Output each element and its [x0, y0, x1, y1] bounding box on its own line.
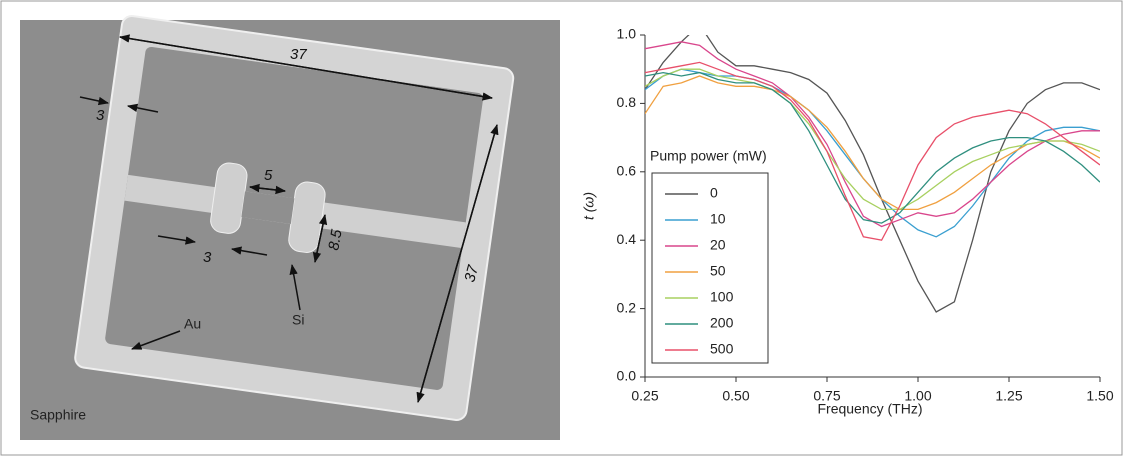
x-tick-label: 0.25	[631, 388, 658, 404]
legend-box	[651, 172, 769, 364]
legend-label: 20	[710, 237, 726, 253]
material-label: Au	[184, 316, 201, 332]
x-tick-label: 0.50	[722, 388, 749, 404]
legend-title: Pump power (mW)	[650, 148, 767, 164]
legend-label: 0	[710, 185, 718, 201]
dimension-label: 3	[203, 249, 212, 266]
y-tick-label: 0.4	[617, 231, 637, 247]
series-line	[645, 71, 1100, 224]
x-tick-label: 1.25	[995, 388, 1022, 404]
dimension-label: 5	[264, 167, 273, 184]
y-axis-label: t (ω)	[581, 192, 597, 220]
legend-label: 200	[710, 315, 734, 331]
x-tick-label: 0.75	[813, 388, 840, 404]
x-axis-label: Frequency (THz)	[817, 401, 922, 417]
dimension-label: 37	[461, 263, 482, 284]
x-tick-label: 1.00	[904, 388, 931, 404]
chart: Frequency (THz) t (ω) Pump power (mW) 0.…	[581, 26, 1114, 417]
legend-label: 50	[710, 263, 726, 279]
series-line	[645, 61, 1100, 241]
material-label: Si	[292, 312, 304, 328]
legend-label: 10	[710, 211, 726, 227]
series-line	[645, 35, 1100, 313]
legend-label: 500	[710, 341, 734, 357]
y-tick-label: 1.0	[617, 26, 637, 42]
y-tick-label: 0.8	[617, 94, 637, 110]
y-tick-label: 0.6	[617, 163, 637, 179]
dimension-label: 3	[96, 107, 105, 124]
series-line	[645, 68, 1100, 211]
legend-label: 100	[710, 289, 734, 305]
dimension-label: 37	[290, 46, 307, 63]
plot-lines	[645, 35, 1100, 313]
series-line	[645, 75, 1100, 211]
x-tick-label: 1.50	[1086, 388, 1113, 404]
sem-image: 37 37 3 5 8.5 3 Si Au Sapphire	[20, 15, 560, 440]
y-tick-label: 0.0	[617, 368, 637, 384]
y-tick-label: 0.2	[617, 299, 637, 315]
material-label: Sapphire	[30, 407, 86, 423]
dimension-label: 8.5	[325, 228, 345, 252]
